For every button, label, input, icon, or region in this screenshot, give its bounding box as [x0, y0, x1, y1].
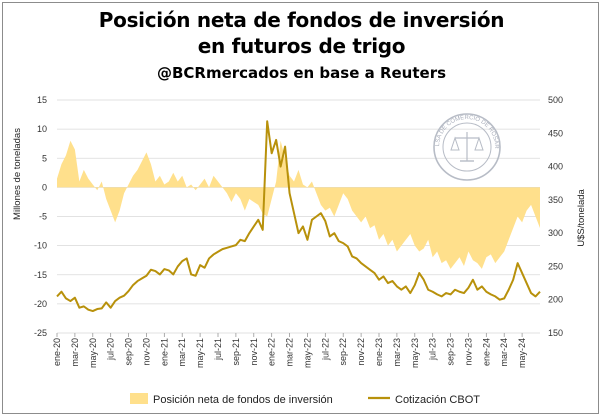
- x-tick-label: ene-23: [374, 338, 384, 366]
- gridlines: [57, 99, 540, 334]
- x-tick-label: mar-20: [70, 338, 80, 367]
- x-tick-label: nov-21: [249, 338, 259, 366]
- x-tick-label: nov-22: [356, 338, 366, 366]
- cbot-price-line-layer: [56, 120, 541, 313]
- x-tick-label: may-23: [410, 338, 420, 368]
- chart-title-line2: en futuros de trigo: [197, 34, 406, 58]
- x-tick-label: nov-20: [141, 338, 151, 366]
- x-tick-label: jul-21: [213, 338, 223, 361]
- x-tick-label: jul-20: [106, 338, 116, 361]
- net-position-area-layer: [57, 140, 540, 269]
- y-tick-left-label: -10: [34, 241, 47, 251]
- chart-subtitle: @BCRmercados en base a Reuters: [156, 64, 447, 82]
- y-tick-left-label: -20: [34, 299, 47, 309]
- y-axis-label-right: U$S/tonelada: [576, 189, 587, 247]
- y-tick-right-label: 150: [548, 328, 563, 338]
- x-tick-label: nov-23: [463, 338, 473, 366]
- y-axis-label-left: Millones de toneladas: [12, 128, 23, 220]
- x-tick-label: ene-22: [267, 338, 277, 366]
- y-tick-left-label: 15: [37, 95, 47, 105]
- right-axis-ticks: 500 450 400 350 300 250 200 150: [548, 95, 563, 338]
- y-tick-left-label: -5: [39, 212, 47, 222]
- x-tick-label: ene-21: [159, 338, 169, 366]
- y-tick-left-label: 10: [37, 124, 47, 134]
- y-tick-right-label: 300: [548, 228, 563, 238]
- net-position-area: [57, 140, 540, 269]
- x-tick-label: ene-24: [481, 338, 491, 366]
- y-tick-left-label: -15: [34, 270, 47, 280]
- chart-title-line1: Posición neta de fondos de inversión: [98, 8, 505, 32]
- x-axis-ticks: ene-20 mar-20 may-20 jul-20 sep-20 nov-20 ene-…: [52, 333, 527, 368]
- x-tick-label: may-20: [88, 338, 98, 368]
- y-tick-left-label: 5: [42, 153, 47, 163]
- bcr-seal-logo: BOLSA DE COMERCIO DE ROSARIO: [433, 113, 501, 181]
- x-tick-label: mar-23: [392, 338, 402, 367]
- x-tick-label: mar-21: [177, 338, 187, 367]
- left-axis-ticks: 15 10 5 0 -5 -10 -15 -20 -25: [34, 95, 47, 338]
- x-tick-label: mar-24: [499, 338, 509, 367]
- x-tick-label: may-22: [302, 338, 312, 368]
- x-tick-label: jul-22: [320, 338, 330, 361]
- x-tick-label: sep-23: [446, 338, 456, 366]
- cbot-price-line: [56, 120, 541, 313]
- legend: Posición neta de fondos de inversión Cot…: [130, 393, 480, 406]
- x-tick-label: jul-23: [428, 338, 438, 361]
- legend-label-area: Posición neta de fondos de inversión: [153, 394, 333, 406]
- y-tick-right-label: 200: [548, 295, 563, 305]
- y-tick-right-label: 400: [548, 162, 563, 172]
- x-tick-label: sep-20: [124, 338, 134, 366]
- y-tick-left-label: 0: [42, 182, 47, 192]
- x-tick-label: may-21: [195, 338, 205, 368]
- legend-swatch-area: [130, 393, 148, 404]
- x-tick-label: mar-22: [285, 338, 295, 367]
- y-tick-right-label: 350: [548, 195, 563, 205]
- y-tick-right-label: 500: [548, 95, 563, 105]
- x-tick-label: sep-22: [338, 338, 348, 366]
- x-tick-label: may-24: [517, 338, 527, 368]
- legend-label-line: Cotización CBOT: [395, 394, 480, 406]
- y-tick-right-label: 450: [548, 128, 563, 138]
- y-tick-right-label: 250: [548, 261, 563, 271]
- y-tick-left-label: -25: [34, 328, 47, 338]
- x-tick-label: sep-21: [231, 338, 241, 366]
- x-tick-label: ene-20: [52, 338, 62, 366]
